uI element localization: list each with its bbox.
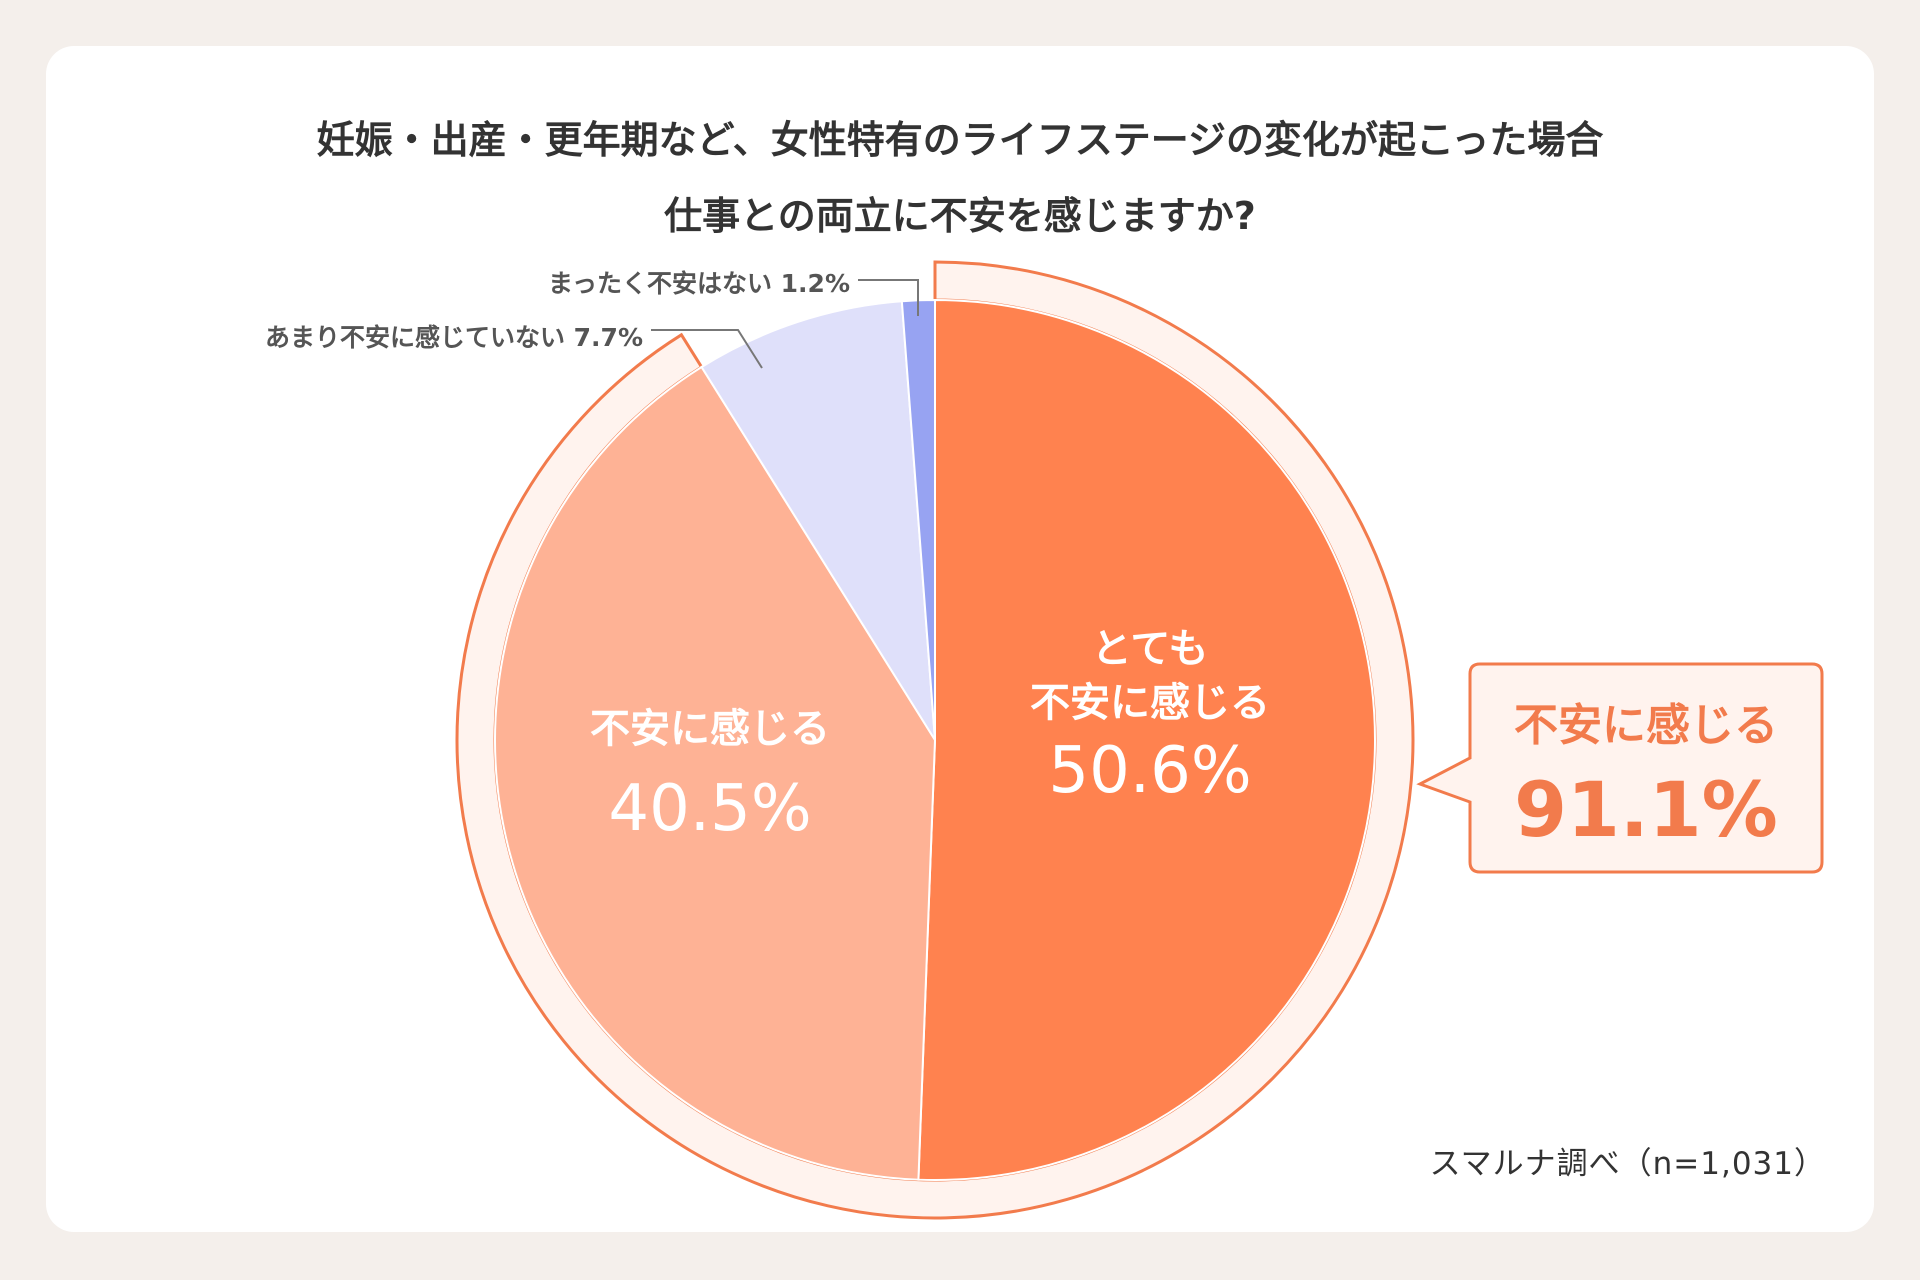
chart-title: 妊娠・出産・更年期など、女性特有のライフステージの変化が起こった場合 仕事との両… [0,102,1920,254]
slice-value: 50.6% [1048,734,1251,808]
leader-line [651,329,763,369]
slice-label: 不安に感じる [590,706,830,752]
slice-value: 40.5% [608,772,811,846]
pie-slice [700,300,936,741]
callout-label: 不安に感じる [1514,700,1778,751]
pie-slice [917,298,1376,1181]
source-note: スマルナ調べ（n=1,031） [1429,1146,1826,1182]
pie-slice [494,365,937,1181]
outside-slice-label: まったく不安はない 1.2% [548,269,850,298]
pie-slices [494,298,1376,1181]
callout-box [1416,662,1824,874]
slice-label: とても [1092,626,1209,672]
title-line-2: 仕事との両立に不安を感じますか? [664,194,1256,238]
leader-line [858,279,919,316]
callout-value: 91.1% [1514,765,1778,854]
outside-slice-label: あまり不安に感じていない 7.7% [265,323,643,352]
slice-label: 不安に感じる [1030,680,1270,726]
total-callout: 不安に感じる 91.1% [1416,662,1824,874]
title-line-1: 妊娠・出産・更年期など、女性特有のライフステージの変化が起こった場合 [316,118,1604,162]
